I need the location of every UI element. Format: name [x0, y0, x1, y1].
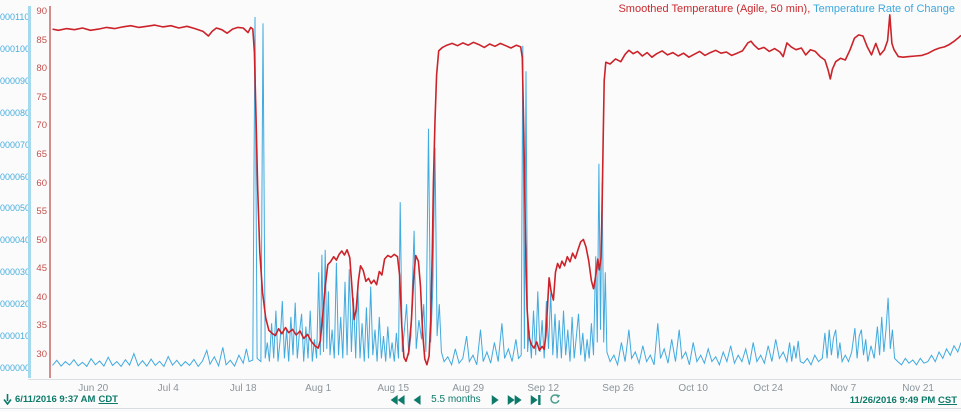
blue-axis-tick: 000050: [0, 203, 31, 214]
blue-axis-tick: 000030: [0, 267, 31, 278]
red-axis-tick: 50: [36, 234, 47, 246]
blue-axis-tick: 000090: [0, 75, 31, 86]
blue-axis-tick: 000110: [0, 12, 30, 22]
red-axis-tick: 30: [36, 349, 47, 360]
x-axis-tick: Nov 21: [902, 383, 934, 394]
refresh-icon[interactable]: [550, 394, 561, 405]
end-time-group: 11/26/2016 9:49 PM CST: [850, 395, 957, 406]
legend-item-temperature[interactable]: Smoothed Temperature (Agile, 50 min): [618, 3, 808, 15]
legend-separator: ,: [807, 3, 814, 15]
start-timezone-link[interactable]: CDT: [98, 394, 118, 405]
red-axis-tick: 40: [36, 291, 47, 303]
red-axis-tick: 75: [36, 91, 47, 103]
red-axis-tick: 35: [36, 320, 47, 332]
start-datetime: 6/11/2016 9:37 AM: [15, 394, 96, 405]
red-axis-tick: 65: [36, 148, 47, 160]
x-axis-tick: Sep 26: [602, 383, 634, 394]
end-datetime: 11/26/2016 9:49 PM: [849, 395, 936, 406]
x-axis-tick: Oct 24: [753, 383, 783, 394]
step-forward-button[interactable]: [491, 394, 499, 405]
red-axis-tick: 55: [36, 206, 47, 218]
x-axis-tick: Nov 7: [830, 383, 857, 394]
red-axis-tick: 80: [36, 63, 47, 75]
x-axis-tick: Sep 12: [527, 383, 560, 394]
red-axis-tick: 85: [36, 34, 47, 46]
x-axis-tick: Jun 20: [78, 383, 109, 394]
x-axis-tick: Aug 15: [377, 383, 410, 394]
temp-series-line: [52, 14, 961, 366]
rate-series-line: [52, 16, 961, 368]
range-label[interactable]: 5.5 months: [431, 394, 481, 405]
red-axis-tick: 60: [36, 177, 47, 189]
red-axis-tick: 90: [36, 6, 47, 17]
playback-controls: 5.5 months: [390, 394, 561, 405]
x-axis-tick: Oct 10: [678, 383, 708, 394]
blue-axis-tick: 000060: [0, 171, 31, 182]
blue-axis-tick: 000070: [0, 139, 31, 150]
start-arrow-down-icon[interactable]: [3, 394, 12, 405]
x-axis-tick: Aug 29: [452, 383, 485, 394]
legend-item-rate-of-change[interactable]: Temperature Rate of Change: [813, 3, 955, 15]
blue-axis-tick: 000080: [0, 107, 31, 118]
x-axis-tick: Aug 1: [305, 383, 332, 394]
step-forward-fast-button[interactable]: [507, 394, 522, 405]
legend: Smoothed Temperature (Agile, 50 min), Te…: [618, 3, 955, 15]
end-timezone-link[interactable]: CST: [938, 395, 957, 406]
step-back-button[interactable]: [413, 394, 421, 405]
blue-axis-tick: 000000: [0, 363, 31, 373]
x-axis-tick: Jul 4: [157, 383, 179, 394]
start-time-group: 6/11/2016 9:37 AM CDT: [3, 394, 118, 405]
blue-axis-tick: 000040: [0, 235, 31, 246]
red-axis-tick: 70: [36, 120, 47, 132]
blue-axis-tick: 000100: [0, 43, 31, 54]
red-axis-tick: 45: [36, 263, 47, 275]
blue-axis-tick: 000020: [0, 299, 31, 310]
blue-axis-tick: 000010: [0, 331, 31, 342]
step-back-fast-button[interactable]: [390, 394, 405, 405]
x-axis-tick: Jul 18: [229, 383, 257, 394]
skip-to-end-button[interactable]: [530, 394, 541, 405]
time-range-toolbar: 6/11/2016 9:37 AM CDT 5.5 months: [0, 393, 961, 409]
